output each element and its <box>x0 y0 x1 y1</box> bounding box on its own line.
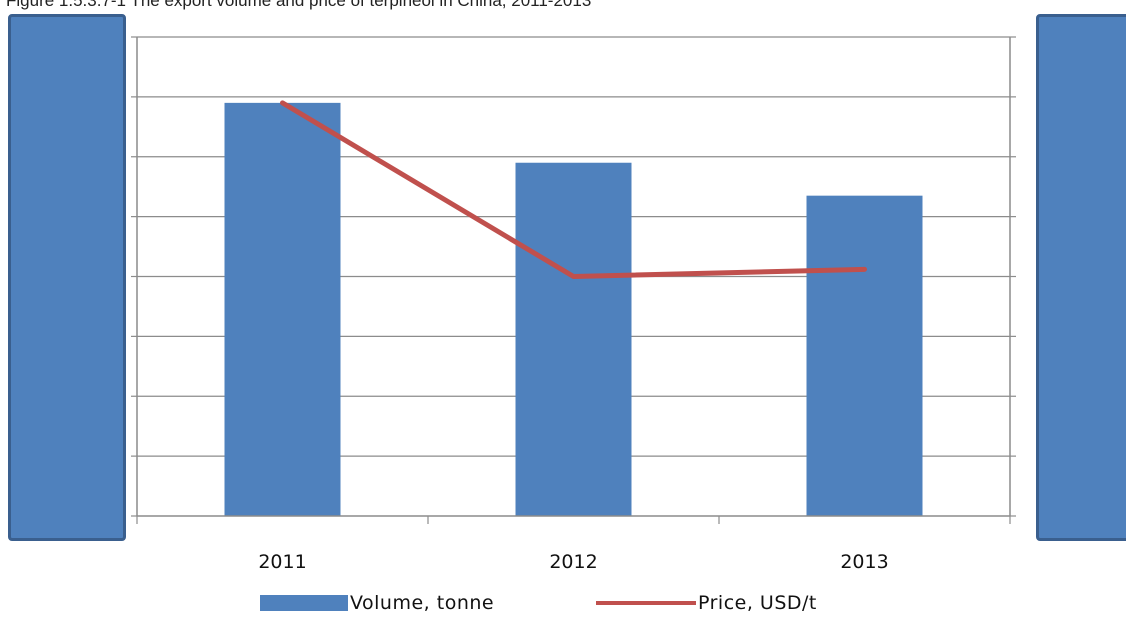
bar-volume-2011 <box>224 102 341 517</box>
legend-item-price: Price, USD/t <box>596 592 817 614</box>
legend-item-volume: Volume, tonne <box>260 592 494 614</box>
legend-label-volume: Volume, tonne <box>350 592 495 614</box>
legend-swatch-volume <box>260 595 348 611</box>
x-tick-label-2011: 2011 <box>258 551 306 573</box>
left-axis-cover-box <box>8 14 126 541</box>
legend-label-price: Price, USD/t <box>698 592 817 614</box>
x-tick-label-2012: 2012 <box>549 551 597 573</box>
point-price-2012 <box>571 274 576 279</box>
figure-caption: Figure 1.5.3.7-1 The export volume and p… <box>6 0 592 10</box>
point-price-2011 <box>280 100 285 105</box>
point-price-2013 <box>862 267 867 272</box>
x-tick-label-2013: 2013 <box>840 551 888 573</box>
legend-swatch-price <box>596 601 696 605</box>
bar-volume-2012 <box>515 162 632 517</box>
bar-volume-2013 <box>806 195 923 516</box>
chart-legend: Volume, tonne Price, USD/t <box>260 592 880 618</box>
right-axis-cover-box <box>1036 14 1126 541</box>
